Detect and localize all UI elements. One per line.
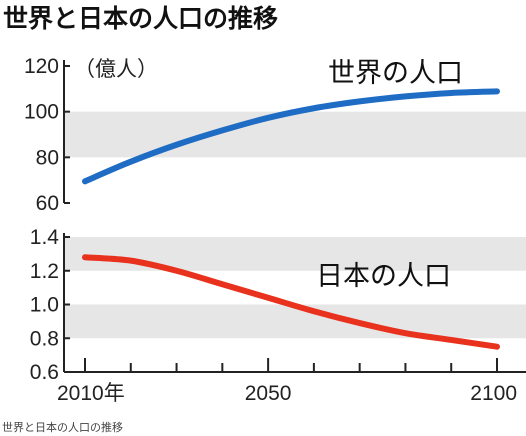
y-bottom-tick-label: 0.8 bbox=[30, 327, 59, 350]
series-lines bbox=[82, 88, 500, 350]
chart-title: 世界と日本の人口の推移 bbox=[3, 4, 278, 33]
band-bottom-0.8-1.0 bbox=[64, 304, 526, 339]
unit-label: （億人） bbox=[74, 57, 158, 81]
series-line-world bbox=[82, 88, 500, 185]
x-tick-label: 2100 bbox=[470, 382, 517, 405]
y-bottom-tick-label: 1.2 bbox=[30, 260, 59, 283]
figure-caption: 世界と日本の人口の推移 bbox=[2, 420, 123, 434]
x-tick-label: 2050 bbox=[245, 382, 292, 405]
series-line-japan bbox=[82, 254, 500, 350]
y-top-tick-label: 100 bbox=[24, 101, 59, 124]
y-top-tick-label: 80 bbox=[36, 146, 59, 169]
band-bottom-1.2-1.4 bbox=[64, 237, 526, 271]
axes bbox=[63, 60, 526, 373]
x-tick-label: 2010年 bbox=[57, 382, 125, 405]
series-label-japan: 日本の人口 bbox=[316, 261, 451, 292]
y-bottom-tick-label: 1.4 bbox=[30, 226, 60, 249]
y-top-tick-label: 120 bbox=[24, 55, 59, 78]
series-label-world: 世界の人口 bbox=[328, 58, 463, 89]
band-top-80-100 bbox=[64, 111, 526, 158]
y-top-tick-label: 60 bbox=[36, 192, 59, 215]
y-bottom-tick-label: 0.6 bbox=[30, 361, 59, 384]
shaded-bands bbox=[64, 111, 526, 339]
y-bottom-tick-label: 1.0 bbox=[30, 294, 59, 317]
